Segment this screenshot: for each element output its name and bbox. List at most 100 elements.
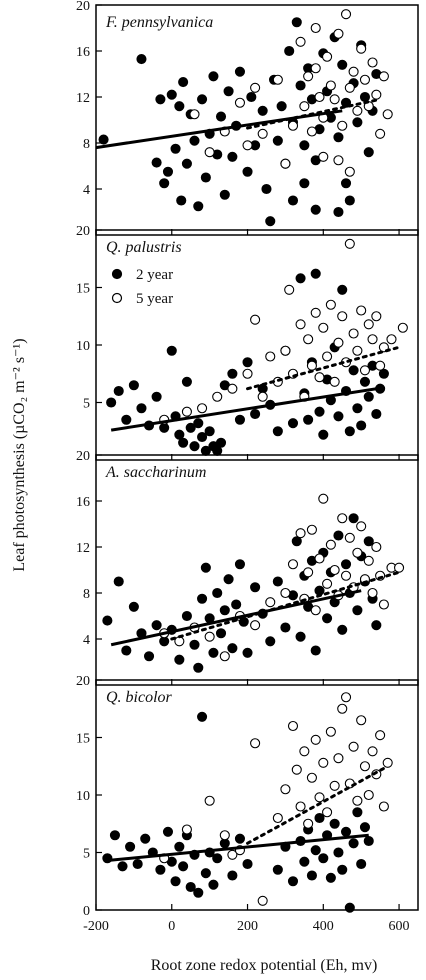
data-point — [310, 268, 321, 279]
data-point — [234, 833, 246, 844]
data-point — [340, 692, 352, 703]
data-point — [295, 319, 306, 330]
data-point — [272, 864, 283, 875]
data-point — [325, 539, 336, 550]
data-point — [106, 397, 117, 408]
data-point — [234, 66, 246, 77]
data-point — [322, 351, 333, 362]
data-point — [314, 91, 325, 103]
y-tick-label: 4 — [83, 633, 90, 648]
panel-frame — [95, 454, 419, 686]
data-point — [333, 28, 344, 39]
data-point — [193, 201, 204, 212]
data-point — [318, 757, 329, 768]
y-tick-label: 10 — [76, 789, 90, 804]
data-point — [337, 703, 348, 714]
data-point — [132, 858, 143, 870]
data-point — [333, 411, 344, 422]
data-point — [234, 97, 246, 108]
data-point — [189, 639, 200, 650]
data-point — [280, 158, 291, 169]
data-point — [325, 872, 336, 883]
data-point — [333, 132, 344, 143]
data-point — [117, 861, 128, 872]
data-point — [310, 307, 321, 318]
legend-marker-5-year — [111, 292, 123, 304]
data-point — [155, 864, 166, 875]
data-point — [242, 140, 253, 151]
data-point — [363, 147, 374, 158]
y-tick-label: 16 — [76, 45, 90, 60]
fit-line-5-year — [246, 345, 401, 391]
data-point — [280, 345, 291, 356]
data-point — [322, 807, 333, 818]
data-point — [121, 414, 132, 425]
data-point — [181, 406, 192, 417]
data-point — [287, 720, 299, 732]
data-point — [272, 74, 283, 85]
series-5-year — [159, 692, 393, 906]
data-point — [322, 613, 333, 624]
data-point — [113, 385, 124, 397]
data-point — [181, 610, 192, 622]
y-tick-label: 4 — [83, 183, 90, 198]
data-point — [178, 861, 189, 872]
y-tick-label: 5 — [83, 397, 90, 412]
x-tick-label: 400 — [313, 919, 334, 934]
data-point — [348, 741, 359, 752]
data-point — [333, 337, 344, 348]
y-tick-label: 12 — [76, 541, 90, 556]
data-point — [287, 418, 299, 429]
data-point — [306, 360, 317, 371]
data-point — [310, 605, 321, 616]
data-point — [185, 881, 196, 893]
data-point — [356, 715, 367, 726]
data-point — [242, 858, 253, 870]
data-point — [333, 847, 344, 858]
data-point — [325, 726, 336, 737]
data-point — [189, 135, 200, 146]
data-point — [227, 870, 238, 881]
data-point — [215, 111, 227, 122]
data-point — [378, 599, 389, 610]
data-point — [200, 562, 211, 573]
data-point — [272, 426, 283, 437]
data-point — [113, 576, 124, 587]
data-point — [356, 420, 367, 431]
data-point — [375, 730, 386, 741]
y-tick-label: 10 — [76, 339, 90, 354]
data-point — [306, 524, 317, 535]
data-point — [280, 784, 291, 795]
data-point — [291, 764, 302, 775]
data-point — [250, 314, 261, 325]
data-point — [272, 135, 283, 146]
y-tick-label: 20 — [76, 0, 90, 14]
data-point — [193, 418, 204, 429]
data-point — [363, 789, 374, 801]
y-tick-label: 5 — [83, 847, 90, 862]
data-point — [287, 876, 299, 887]
data-point — [318, 322, 329, 333]
data-point — [151, 157, 162, 168]
data-point — [178, 437, 189, 448]
data-point — [223, 86, 234, 97]
data-point — [204, 147, 215, 158]
panel-2: 5 10 15 20 Q. palustris — [76, 224, 419, 461]
data-point — [344, 902, 355, 913]
data-point — [371, 89, 382, 100]
y-tick-label: 0 — [83, 904, 90, 919]
data-point — [272, 576, 283, 587]
data-point — [219, 830, 230, 841]
data-point — [337, 284, 348, 295]
data-point — [310, 645, 321, 656]
data-point — [197, 403, 208, 414]
data-point — [337, 624, 348, 635]
x-tick-label: -200 — [83, 919, 109, 934]
data-point — [125, 841, 136, 852]
data-point — [329, 564, 340, 576]
data-point — [291, 536, 302, 547]
fit-line-2-year — [110, 386, 385, 432]
data-point — [185, 422, 196, 433]
data-point — [181, 376, 192, 387]
data-point — [219, 605, 230, 616]
